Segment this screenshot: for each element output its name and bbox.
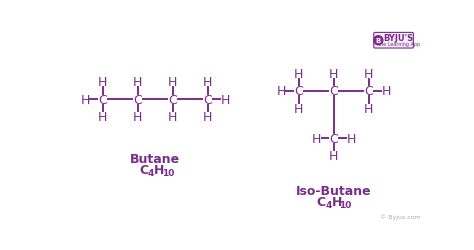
Text: H: H [98, 76, 107, 89]
Text: H: H [329, 68, 338, 81]
Text: C: C [168, 93, 177, 106]
Text: H: H [382, 85, 391, 98]
Text: H: H [133, 76, 142, 89]
Text: H: H [81, 93, 90, 106]
Text: The Learning App: The Learning App [376, 42, 419, 47]
Text: C: C [294, 85, 303, 98]
Text: 10: 10 [162, 168, 174, 177]
Text: H: H [294, 68, 303, 81]
Text: C: C [329, 132, 338, 145]
Text: H: H [220, 93, 230, 106]
Text: H: H [168, 110, 177, 123]
Text: C: C [317, 196, 326, 208]
Text: 4: 4 [148, 168, 154, 177]
Text: C: C [139, 164, 148, 176]
Text: 4: 4 [325, 200, 331, 209]
Text: BYJU'S: BYJU'S [383, 34, 413, 43]
Text: H: H [168, 76, 177, 89]
FancyBboxPatch shape [374, 33, 413, 49]
Text: H: H [294, 102, 303, 115]
Text: C: C [98, 93, 107, 106]
Text: H: H [203, 110, 212, 123]
Text: H: H [364, 68, 374, 81]
Circle shape [374, 36, 383, 46]
Text: Butane: Butane [130, 152, 180, 166]
Text: H: H [203, 76, 212, 89]
Text: H: H [277, 85, 286, 98]
Text: H: H [98, 110, 107, 123]
Text: H: H [364, 102, 374, 115]
Text: H: H [133, 110, 142, 123]
Text: 10: 10 [339, 200, 352, 209]
Text: C: C [329, 85, 338, 98]
Text: H: H [329, 149, 338, 162]
Text: C: C [203, 93, 212, 106]
Text: B: B [376, 38, 381, 44]
Text: H: H [155, 164, 165, 176]
Text: H: H [312, 132, 321, 145]
Text: H: H [332, 196, 342, 208]
Text: © Byjus.com: © Byjus.com [380, 214, 420, 219]
Text: C: C [133, 93, 142, 106]
Text: C: C [365, 85, 373, 98]
Text: H: H [346, 132, 356, 145]
Text: Iso-Butane: Iso-Butane [296, 184, 372, 197]
